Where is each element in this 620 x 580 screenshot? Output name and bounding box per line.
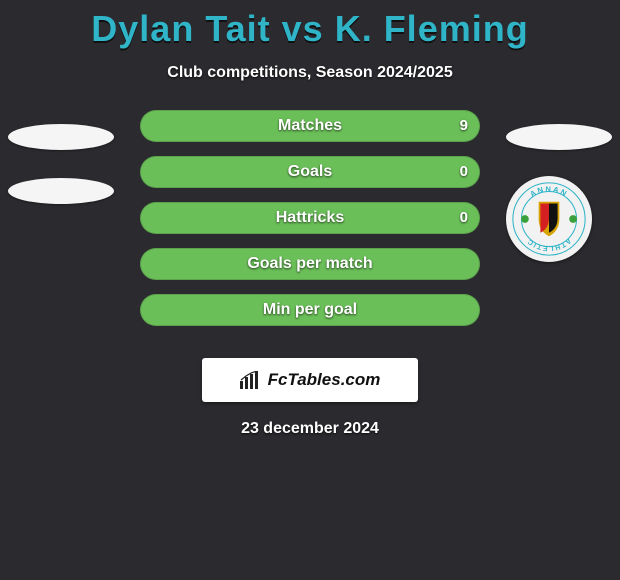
stat-label: Min per goal xyxy=(140,294,480,326)
brand-label: FcTables.com xyxy=(268,370,381,390)
stat-bar: Goals 0 xyxy=(140,156,480,188)
page-title: Dylan Tait vs K. Fleming xyxy=(0,0,620,50)
stat-label: Goals per match xyxy=(140,248,480,280)
stat-row: Min per goal xyxy=(0,294,620,340)
stat-label: Matches xyxy=(140,110,480,142)
stat-bar: Matches 9 xyxy=(140,110,480,142)
stat-bar: Hattricks 0 xyxy=(140,202,480,234)
stat-bar: Min per goal xyxy=(140,294,480,326)
stat-label: Goals xyxy=(140,156,480,188)
player-avatar-placeholder xyxy=(506,124,612,150)
player-avatar-placeholder xyxy=(8,124,114,150)
stat-value: 0 xyxy=(460,202,468,234)
player-avatar-placeholder xyxy=(8,178,114,204)
stat-label: Hattricks xyxy=(140,202,480,234)
subtitle: Club competitions, Season 2024/2025 xyxy=(0,64,620,82)
brand-fctables: FcTables.com xyxy=(202,358,418,402)
stat-value: 0 xyxy=(460,156,468,188)
club-badge-annan-athletic: ANNAN ATHLETIC xyxy=(506,176,592,262)
stat-bar: Goals per match xyxy=(140,248,480,280)
bar-chart-icon xyxy=(240,371,262,389)
stat-value: 9 xyxy=(460,110,468,142)
generated-date: 23 december 2024 xyxy=(0,420,620,438)
